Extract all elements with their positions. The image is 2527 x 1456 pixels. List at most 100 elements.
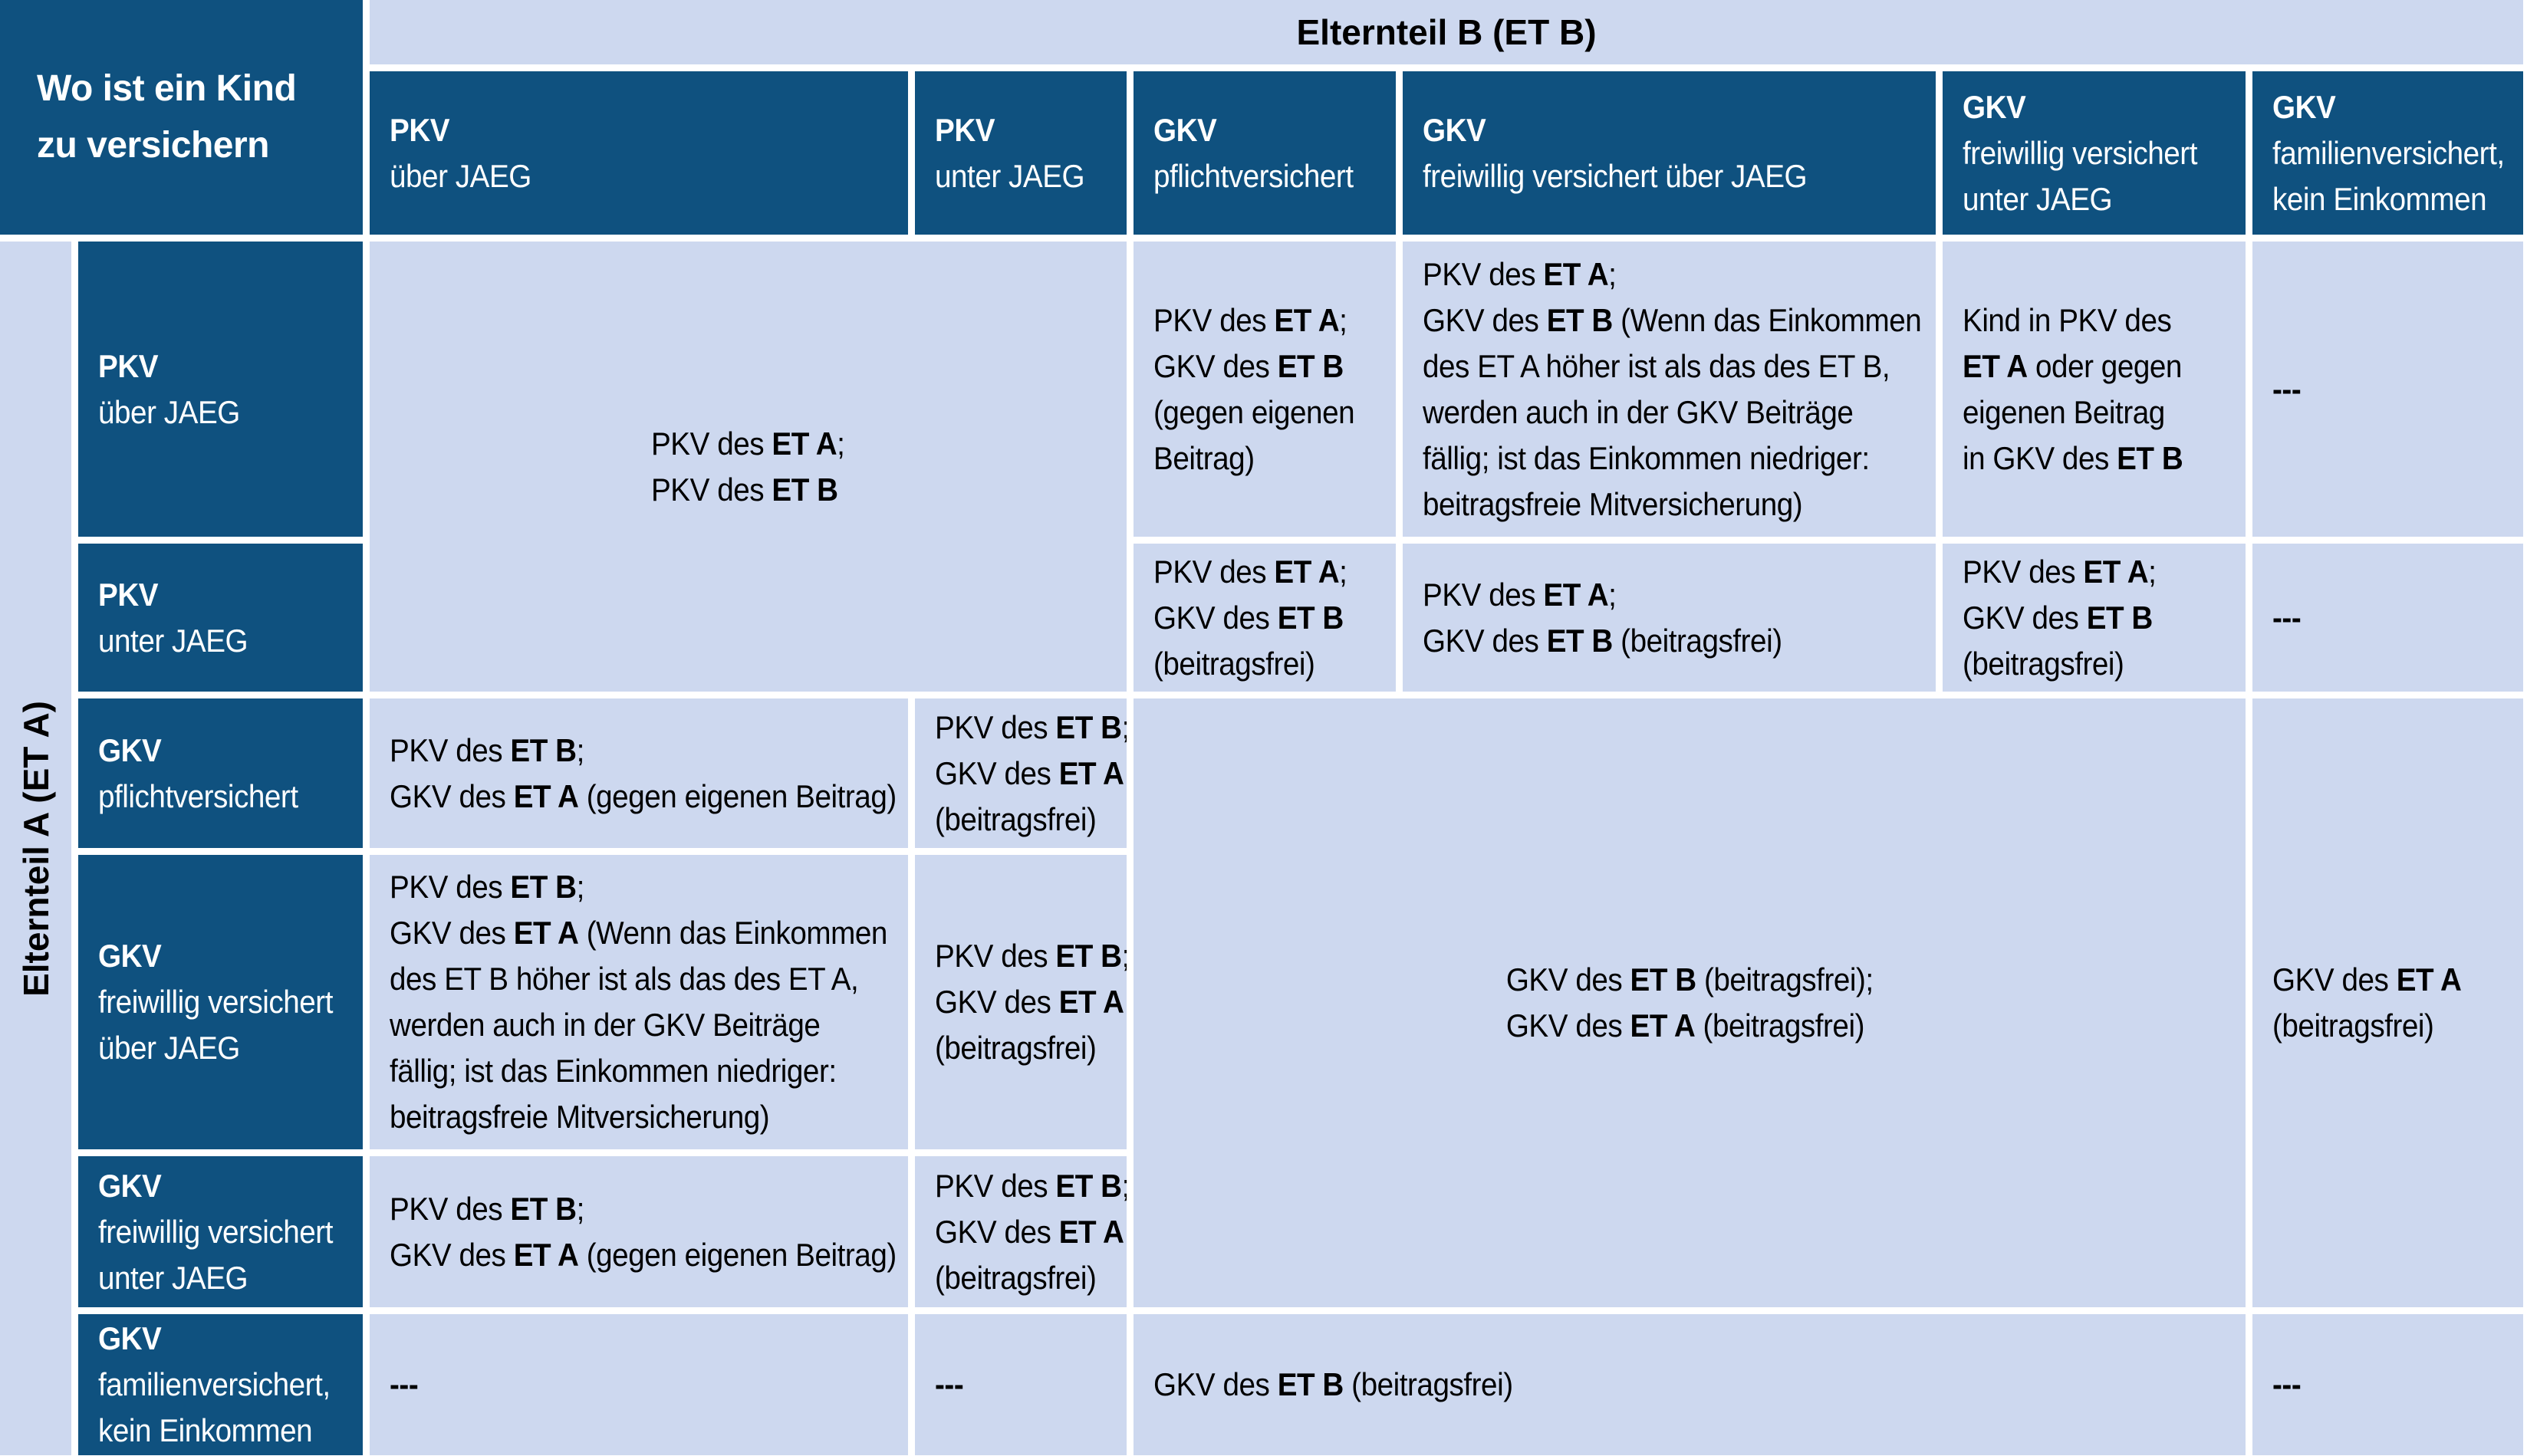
- cell-text: GKV des ET B (beitragsfrei): [1153, 1362, 2140, 1408]
- text-run: fällig; ist das Einkommen niedriger:: [390, 1053, 837, 1089]
- text-run: GKV des: [935, 984, 1059, 1020]
- text-run: (Wenn das Einkommen: [578, 915, 888, 951]
- text-run: PKV des: [390, 1190, 511, 1227]
- text-line: PKV des ET A;: [1153, 549, 1358, 595]
- text-line: ---: [2272, 595, 2485, 641]
- text-run: ;: [1122, 938, 1127, 974]
- text-line: GKV: [98, 1316, 323, 1362]
- cell-text: PKV des ET A; GKV des ET B (Wenn das Eink…: [1423, 251, 1922, 528]
- text-run: PKV des: [1963, 553, 2084, 590]
- cell-r2-gkv-pflicht: PKV des ET A; GKV des ET B (beitragsfrei): [1134, 544, 1396, 692]
- text-run: des ET B höher ist als das des ET A,: [390, 961, 859, 997]
- cell-text: PKV des ET A; GKV des ET B (beitragsfrei): [1153, 549, 1358, 687]
- text-run: werden auch in der GKV Beiträge: [390, 1007, 821, 1043]
- text-run: über JAEG: [98, 1030, 240, 1066]
- text-run: ;: [576, 869, 585, 905]
- cell-text: GKV pflichtversichert: [98, 728, 323, 820]
- text-line: pflichtversichert: [1153, 153, 1358, 199]
- text-run: freiwillig versichert über JAEG: [1423, 157, 1808, 194]
- text-run-bold: ET A: [1630, 1007, 1696, 1044]
- parent-a-axis-label: Elternteil A (ET A): [15, 700, 56, 997]
- text-line: über JAEG: [390, 153, 848, 199]
- text-run: des ET A höher ist als das des ET B,: [1423, 347, 1890, 384]
- text-run-bold: ET A: [1543, 255, 1609, 292]
- text-line: freiwillig versichert: [1963, 130, 2205, 176]
- text-run: ;: [837, 425, 845, 462]
- text-line: ET A oder gegen: [1963, 343, 2205, 389]
- text-run: GKV des: [1505, 1007, 1630, 1044]
- text-run: GKV des: [1153, 347, 1278, 384]
- text-line: über JAEG: [98, 389, 323, 435]
- text-run-bold: GKV: [98, 1167, 162, 1204]
- text-line: ---: [2272, 366, 2485, 412]
- text-run-bold: ET A: [1274, 301, 1340, 338]
- text-run-bold: ---: [2272, 599, 2302, 636]
- text-line: PKV des ET B;: [390, 864, 848, 910]
- text-run: GKV des: [390, 1236, 514, 1273]
- text-line: GKV des ET A (gegen eigenen Beitrag): [390, 1232, 897, 1278]
- text-run: PKV des: [935, 1167, 1056, 1204]
- text-run: ;: [576, 1190, 585, 1227]
- text-run-bold: PKV: [98, 347, 159, 384]
- text-line: PKV des ET A;: [651, 421, 845, 467]
- cell-pkv-both-parents: PKV des ET A; PKV des ET B: [370, 242, 1127, 692]
- text-run-bold: ET A: [2083, 553, 2149, 590]
- text-line: unter JAEG: [1963, 176, 2205, 222]
- text-line: PKV: [390, 107, 848, 153]
- text-run: familienversichert,: [98, 1366, 331, 1402]
- cell-text: PKV über JAEG: [390, 107, 848, 199]
- text-run-bold: GKV: [1423, 111, 1486, 148]
- text-line: in GKV des ET B: [1963, 435, 2205, 481]
- text-run: PKV des: [390, 869, 511, 905]
- col-header-gkv-freiwillig-ueber-jaeg: GKV freiwillig versichert über JAEG: [1403, 71, 1936, 235]
- col-header-gkv-freiwillig-unter-jaeg: GKV freiwillig versichert unter JAEG: [1943, 71, 2246, 235]
- text-line: PKV des ET A;: [1423, 251, 1877, 297]
- text-run: ;: [1608, 255, 1617, 292]
- cell-text: PKV des ET B;GKV des ET A(beitragsfrei): [935, 933, 1127, 1071]
- text-run-bold: ET B: [1055, 938, 1122, 974]
- cell-r4-pkv-ueber: PKV des ET B; GKV des ET A (Wenn das Eink…: [370, 855, 908, 1149]
- text-line: GKV des ET B (beitragsfrei);: [1506, 957, 1874, 1003]
- text-line: GKV des ET A: [935, 979, 1124, 1025]
- text-run: ;: [1339, 301, 1347, 338]
- text-line: ---: [935, 1362, 1093, 1408]
- cell-text: PKV des ET B;GKV des ET A(beitragsfrei): [935, 705, 1127, 843]
- col-header-pkv-unter-jaeg: PKV unter JAEG: [915, 71, 1127, 235]
- text-run: freiwillig versichert: [1963, 134, 2197, 171]
- text-run-bold: ET B: [2086, 599, 2154, 636]
- text-run-bold: ---: [2272, 370, 2302, 407]
- text-run: ;: [1608, 576, 1617, 613]
- text-run: GKV des: [1423, 301, 1547, 338]
- text-run-bold: ET A: [513, 777, 579, 814]
- text-run: (beitragsfrei);: [1696, 961, 1874, 998]
- row-header-gkv-freiwillig-unter-jaeg: GKV freiwillig versichert unter JAEG: [78, 1156, 363, 1307]
- text-line: GKV: [2272, 84, 2485, 130]
- text-run: unter JAEG: [98, 1259, 248, 1296]
- cell-text: ---: [2272, 1362, 2485, 1408]
- text-run: PKV des: [651, 425, 772, 462]
- text-line: beitragsfreie Mitversicherung): [1423, 481, 1877, 528]
- parent-a-axis-header: Elternteil A (ET A): [0, 242, 71, 1455]
- text-line: GKV des ET B (Wenn das Einkommen: [1423, 297, 1922, 343]
- row-header-gkv-freiwillig-ueber-jaeg: GKV freiwillig versichert über JAEG: [78, 855, 363, 1149]
- parent-b-axis-label: Elternteil B (ET B): [1296, 12, 1597, 52]
- text-run: GKV des: [935, 754, 1059, 791]
- cell-text: GKV pflichtversichert: [1153, 107, 1358, 199]
- cell-text: PKV des ET B; GKV des ET A (Wenn das Eink…: [390, 864, 887, 1140]
- text-line: (beitragsfrei): [1963, 641, 2205, 687]
- text-line: freiwillig versichert: [98, 1209, 333, 1255]
- text-run-bold: ET A: [1543, 576, 1609, 613]
- text-run: kein Einkommen: [98, 1412, 313, 1448]
- cell-r2-gkv-familienversichert: ---: [2252, 544, 2523, 692]
- text-line: PKV des ET B;: [390, 728, 848, 774]
- cell-r1-gkv-freiwillig-unter: Kind in PKV des ET A oder gegen eigenen Be…: [1943, 242, 2246, 537]
- text-run: ;: [2148, 553, 2157, 590]
- cell-text: PKV des ET A; PKV des ET B: [651, 421, 845, 513]
- text-run-bold: ET B: [1277, 1366, 1344, 1402]
- text-run: ;: [1339, 553, 1347, 590]
- text-line: GKV des ET A (gegen eigenen Beitrag): [390, 774, 897, 820]
- text-run: oder gegen: [2027, 347, 2182, 384]
- text-run-bold: ET A: [513, 915, 579, 951]
- text-run-bold: ET A: [1963, 347, 2028, 384]
- text-run: (beitragsfrei): [1612, 622, 1782, 659]
